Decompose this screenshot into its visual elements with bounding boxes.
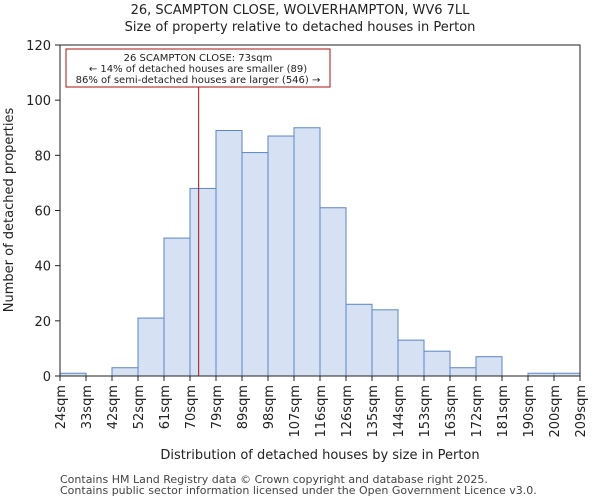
annotation-box: 26 SCAMPTON CLOSE: 73sqm ← 14% of detach…: [65, 48, 331, 88]
bar-70sqm: [189, 187, 217, 377]
bar-126sqm: [345, 303, 373, 377]
annotation-line-1: 26 SCAMPTON CLOSE: 73sqm: [124, 53, 273, 64]
bar-116sqm: [319, 207, 347, 377]
x-tick-label: 163sqm: [444, 385, 459, 438]
y-tick-label: 120: [26, 39, 51, 54]
x-tick-label: 107sqm: [288, 385, 303, 438]
annotation-line-3: 86% of semi-detached houses are larger (…: [76, 75, 321, 86]
y-tick-label: 20: [34, 315, 51, 330]
y-tick-label: 60: [34, 205, 51, 220]
x-tick-label: 89sqm: [236, 385, 251, 429]
bar-135sqm: [371, 309, 399, 377]
x-tick-label: 200sqm: [548, 385, 563, 438]
chart-title: 26, SCAMPTON CLOSE, WOLVERHAMPTON, WV6 7…: [131, 3, 471, 18]
bar-98sqm: [267, 135, 295, 377]
bar-172sqm: [475, 356, 503, 377]
x-axis-ticks: 24sqm 33sqm 42sqm 52sqm 61sqm 70sqm 79sqm 89sqm…: [54, 376, 589, 438]
chart-subtitle: Size of property relative to detached ho…: [125, 20, 476, 35]
x-tick-label: 172sqm: [470, 385, 485, 438]
x-tick-label: 24sqm: [54, 385, 69, 429]
x-tick-label: 181sqm: [496, 385, 511, 438]
x-tick-label: 79sqm: [210, 385, 225, 429]
x-tick-label: 153sqm: [418, 385, 433, 438]
x-tick-label: 135sqm: [366, 385, 381, 438]
bar-79sqm: [215, 130, 243, 377]
annotation-line-2: ← 14% of detached houses are smaller (89…: [89, 64, 307, 75]
y-axis-ticks: 0 20 40 60 80 100 120: [26, 39, 60, 385]
y-axis-label: Number of detached properties: [2, 108, 17, 313]
x-tick-label: 144sqm: [392, 385, 407, 438]
x-tick-label: 190sqm: [522, 385, 537, 438]
x-tick-label: 70sqm: [184, 385, 199, 429]
bar-42sqm: [111, 367, 139, 377]
bar-61sqm: [163, 237, 191, 377]
bar-89sqm: [241, 152, 269, 377]
x-tick-label: 42sqm: [106, 385, 121, 429]
annotation-frame: [65, 48, 331, 88]
bar-107sqm: [293, 127, 321, 377]
x-tick-label: 209sqm: [574, 385, 589, 438]
y-tick-label: 80: [34, 149, 51, 164]
bar-144sqm: [397, 339, 425, 377]
bar-52sqm: [137, 317, 165, 377]
x-tick-label: 98sqm: [262, 385, 277, 429]
footer-line-1: Contains HM Land Registry data © Crown c…: [60, 473, 488, 486]
bars: [59, 127, 581, 377]
y-tick-label: 0: [43, 370, 51, 385]
x-tick-label: 61sqm: [158, 385, 173, 429]
y-tick-label: 40: [34, 260, 51, 275]
y-tick-label: 100: [26, 94, 51, 109]
x-tick-label: 52sqm: [132, 385, 147, 429]
bar-153sqm: [423, 350, 451, 377]
plot-frame: [59, 44, 581, 377]
footer-line-2: Contains public sector information licen…: [60, 484, 537, 497]
x-tick-label: 33sqm: [80, 385, 95, 429]
x-tick-label: 116sqm: [314, 385, 329, 438]
x-tick-label: 126sqm: [340, 385, 355, 438]
bar-163sqm: [449, 367, 477, 377]
x-axis-label: Distribution of detached houses by size …: [160, 448, 479, 463]
